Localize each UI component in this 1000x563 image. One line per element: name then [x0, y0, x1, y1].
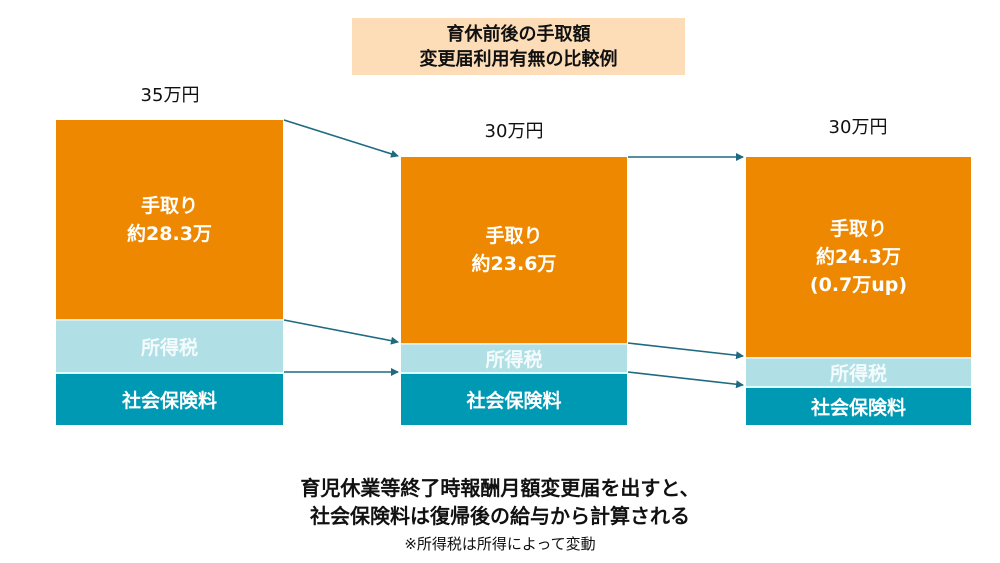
bar-1-total: 35万円	[140, 85, 200, 106]
bar-2-social-insurance: 社会保険料	[401, 372, 627, 425]
arrow-tax-1-2	[283, 319, 399, 345]
bar-2-total: 30万円	[484, 121, 544, 142]
title-line-2: 変更届利用有無の比較例	[419, 48, 618, 70]
bar-3-total: 30万円	[828, 117, 888, 138]
take-home-amount: 約24.3万	[816, 246, 901, 268]
footer-line-2: 社会保険料は復帰後の給与から計算される	[310, 504, 690, 528]
bar-2-income-tax: 所得税	[401, 343, 627, 372]
arrow-tax-2-3	[627, 342, 744, 360]
diagram-title: 育休前後の手取額 変更届利用有無の比較例	[352, 18, 685, 75]
bar-1-social-insurance: 社会保険料	[56, 372, 283, 425]
bar-3-income-tax: 所得税	[746, 357, 971, 386]
take-home-increase-note: (0.7万up)	[809, 274, 908, 296]
take-home-amount: 約28.3万	[127, 222, 212, 245]
take-home-label: 手取り	[140, 194, 198, 217]
bar-3-take-home: 手取り 約24.3万 (0.7万up)	[746, 157, 971, 357]
arrow-total-1-2	[283, 119, 399, 158]
bar-1-take-home: 手取り 約28.3万	[56, 120, 283, 319]
bar-1-income-tax: 所得税	[56, 319, 283, 372]
bar-3-social-insurance: 社会保険料	[746, 386, 971, 425]
footer-note: ※所得税は所得によって変動	[404, 535, 596, 553]
bar-2-take-home: 手取り 約23.6万	[401, 157, 627, 343]
footer-line-1: 育児休業等終了時報酬月額変更届を出すと、	[300, 476, 700, 500]
take-home-amount: 約23.6万	[471, 253, 557, 275]
title-line-1: 育休前後の手取額	[446, 23, 591, 45]
take-home-label: 手取り	[829, 218, 887, 240]
arrow-social-2-3	[627, 371, 744, 389]
take-home-label: 手取り	[485, 225, 543, 247]
